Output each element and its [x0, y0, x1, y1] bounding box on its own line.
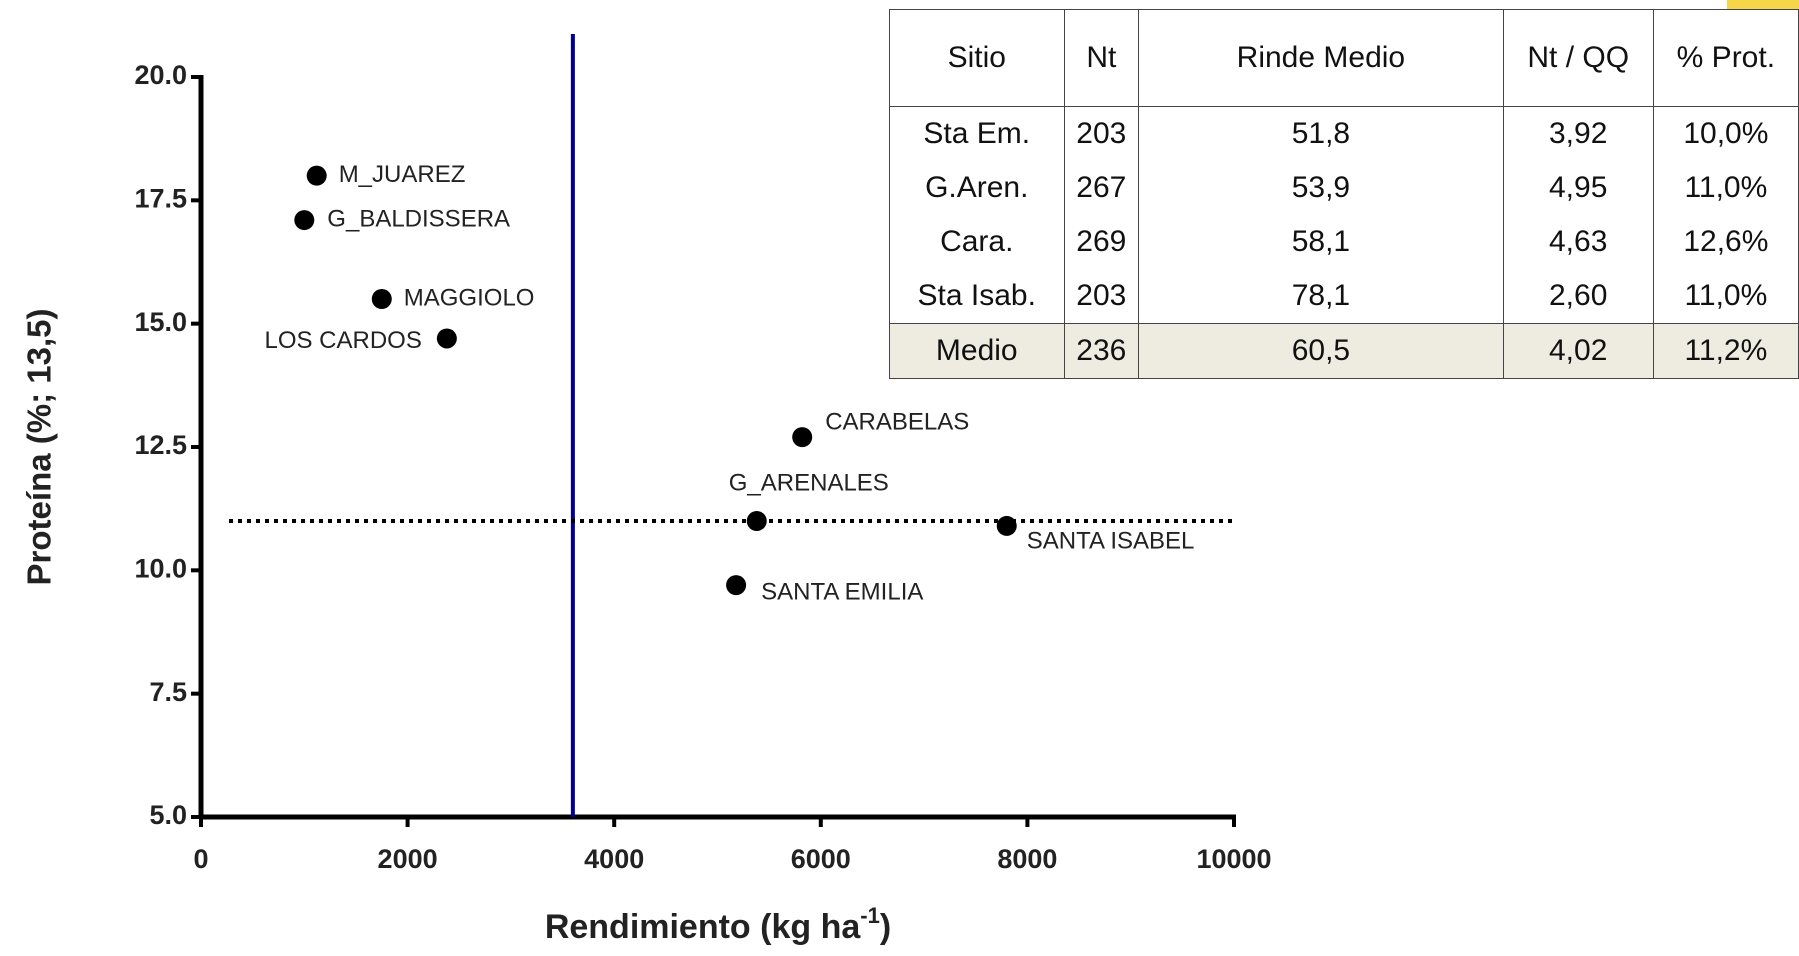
x-tick-label: 0: [193, 844, 208, 874]
point-label: SANTA EMILIA: [761, 578, 923, 605]
point-label: G_BALDISSERA: [327, 205, 510, 232]
table-cell: 11,2%: [1652, 323, 1799, 379]
table-cell: 4,95: [1502, 161, 1654, 215]
x-tick-label: 10000: [1196, 844, 1271, 874]
x-tick-label: 2000: [378, 844, 438, 874]
x-axis-title: Rendimiento (kg ha-1): [545, 903, 891, 946]
data-point: [371, 289, 392, 309]
decoration: [1727, 0, 1799, 9]
table-cell: 203: [1063, 269, 1140, 324]
table-cell: 11,0%: [1652, 269, 1799, 324]
data-point: [306, 165, 327, 186]
table-cell: G.Aren.: [889, 161, 1065, 215]
table-header-cell: % Prot.: [1652, 9, 1799, 107]
data-point: [746, 511, 767, 531]
data-point: [294, 210, 315, 231]
table-row: Sta Isab. 203 78,1 2,60 11,0%: [889, 269, 1799, 324]
table-row: Medio 236 60,5 4,02 11,2%: [889, 323, 1799, 379]
table-cell: 53,9: [1138, 161, 1504, 215]
x-tick-label: 8000: [997, 844, 1057, 874]
table-cell: 51,8: [1138, 106, 1504, 161]
table-cell: 10,0%: [1652, 106, 1799, 161]
table-cell: 269: [1063, 215, 1140, 269]
table-cell: 11,0%: [1652, 161, 1799, 215]
point-label: G_ARENALES: [729, 469, 889, 496]
data-point: [792, 427, 813, 448]
table-row: Cara. 269 58,1 4,63 12,6%: [889, 215, 1799, 269]
point-label: LOS CARDOS: [264, 327, 421, 354]
point-label: SANTA ISABEL: [1027, 527, 1195, 554]
table-cell: 78,1: [1138, 269, 1504, 324]
table-cell: 203: [1063, 106, 1140, 161]
table-header-cell: Rinde Medio: [1138, 9, 1504, 107]
y-tick-label: 20.0: [134, 60, 187, 90]
table-cell: 60,5: [1138, 323, 1504, 379]
table-header-cell: Nt: [1063, 9, 1140, 107]
data-point: [436, 328, 457, 349]
table-cell: Medio: [889, 323, 1065, 379]
table-header-cell: Nt / QQ: [1502, 9, 1654, 107]
y-tick-label: 15.0: [134, 307, 187, 337]
table-cell: Cara.: [889, 215, 1065, 269]
table-row: G.Aren. 267 53,9 4,95 11,0%: [889, 161, 1799, 215]
summary-table: Sitio Nt Rinde Medio Nt / QQ% Prot. Sta Em. 2…: [889, 9, 1799, 379]
table-cell: 3,92: [1502, 106, 1654, 161]
y-tick-label: 17.5: [134, 183, 187, 213]
table-cell: 236: [1063, 323, 1140, 379]
y-tick-label: 12.5: [134, 430, 187, 460]
table-cell: 2,60: [1502, 269, 1654, 324]
table-row: Sta Em. 203 51,8 3,92 10,0%: [889, 106, 1799, 161]
y-tick-label: 7.5: [149, 677, 187, 707]
table-header-row: Sitio Nt Rinde Medio Nt / QQ% Prot.: [889, 9, 1799, 107]
table-header-cell: Sitio: [889, 9, 1065, 107]
table-cell: 267: [1063, 161, 1140, 215]
x-tick-label: 6000: [791, 844, 851, 874]
table-cell: Sta Isab.: [889, 269, 1065, 324]
x-tick-label: 4000: [584, 844, 644, 874]
table-cell: Sta Em.: [889, 106, 1065, 161]
y-tick-label: 5.0: [149, 800, 187, 830]
table-cell: 4,02: [1502, 323, 1654, 379]
x-axis-title-sup: -1: [860, 903, 880, 928]
data-point: [996, 515, 1017, 536]
x-axis-title-suffix: ): [880, 908, 891, 946]
table-cell: 58,1: [1138, 215, 1504, 269]
x-axis-title-text: Rendimiento (kg ha: [545, 908, 862, 946]
data-point: [726, 575, 747, 596]
point-label: M_JUAREZ: [339, 161, 466, 188]
point-label: MAGGIOLO: [404, 284, 535, 311]
point-label: CARABELAS: [825, 408, 969, 435]
table-cell: 12,6%: [1652, 215, 1799, 269]
y-axis-title: Proteína (%; 13,5): [21, 309, 58, 586]
y-tick-label: 10.0: [134, 553, 187, 583]
table-cell: 4,63: [1502, 215, 1654, 269]
